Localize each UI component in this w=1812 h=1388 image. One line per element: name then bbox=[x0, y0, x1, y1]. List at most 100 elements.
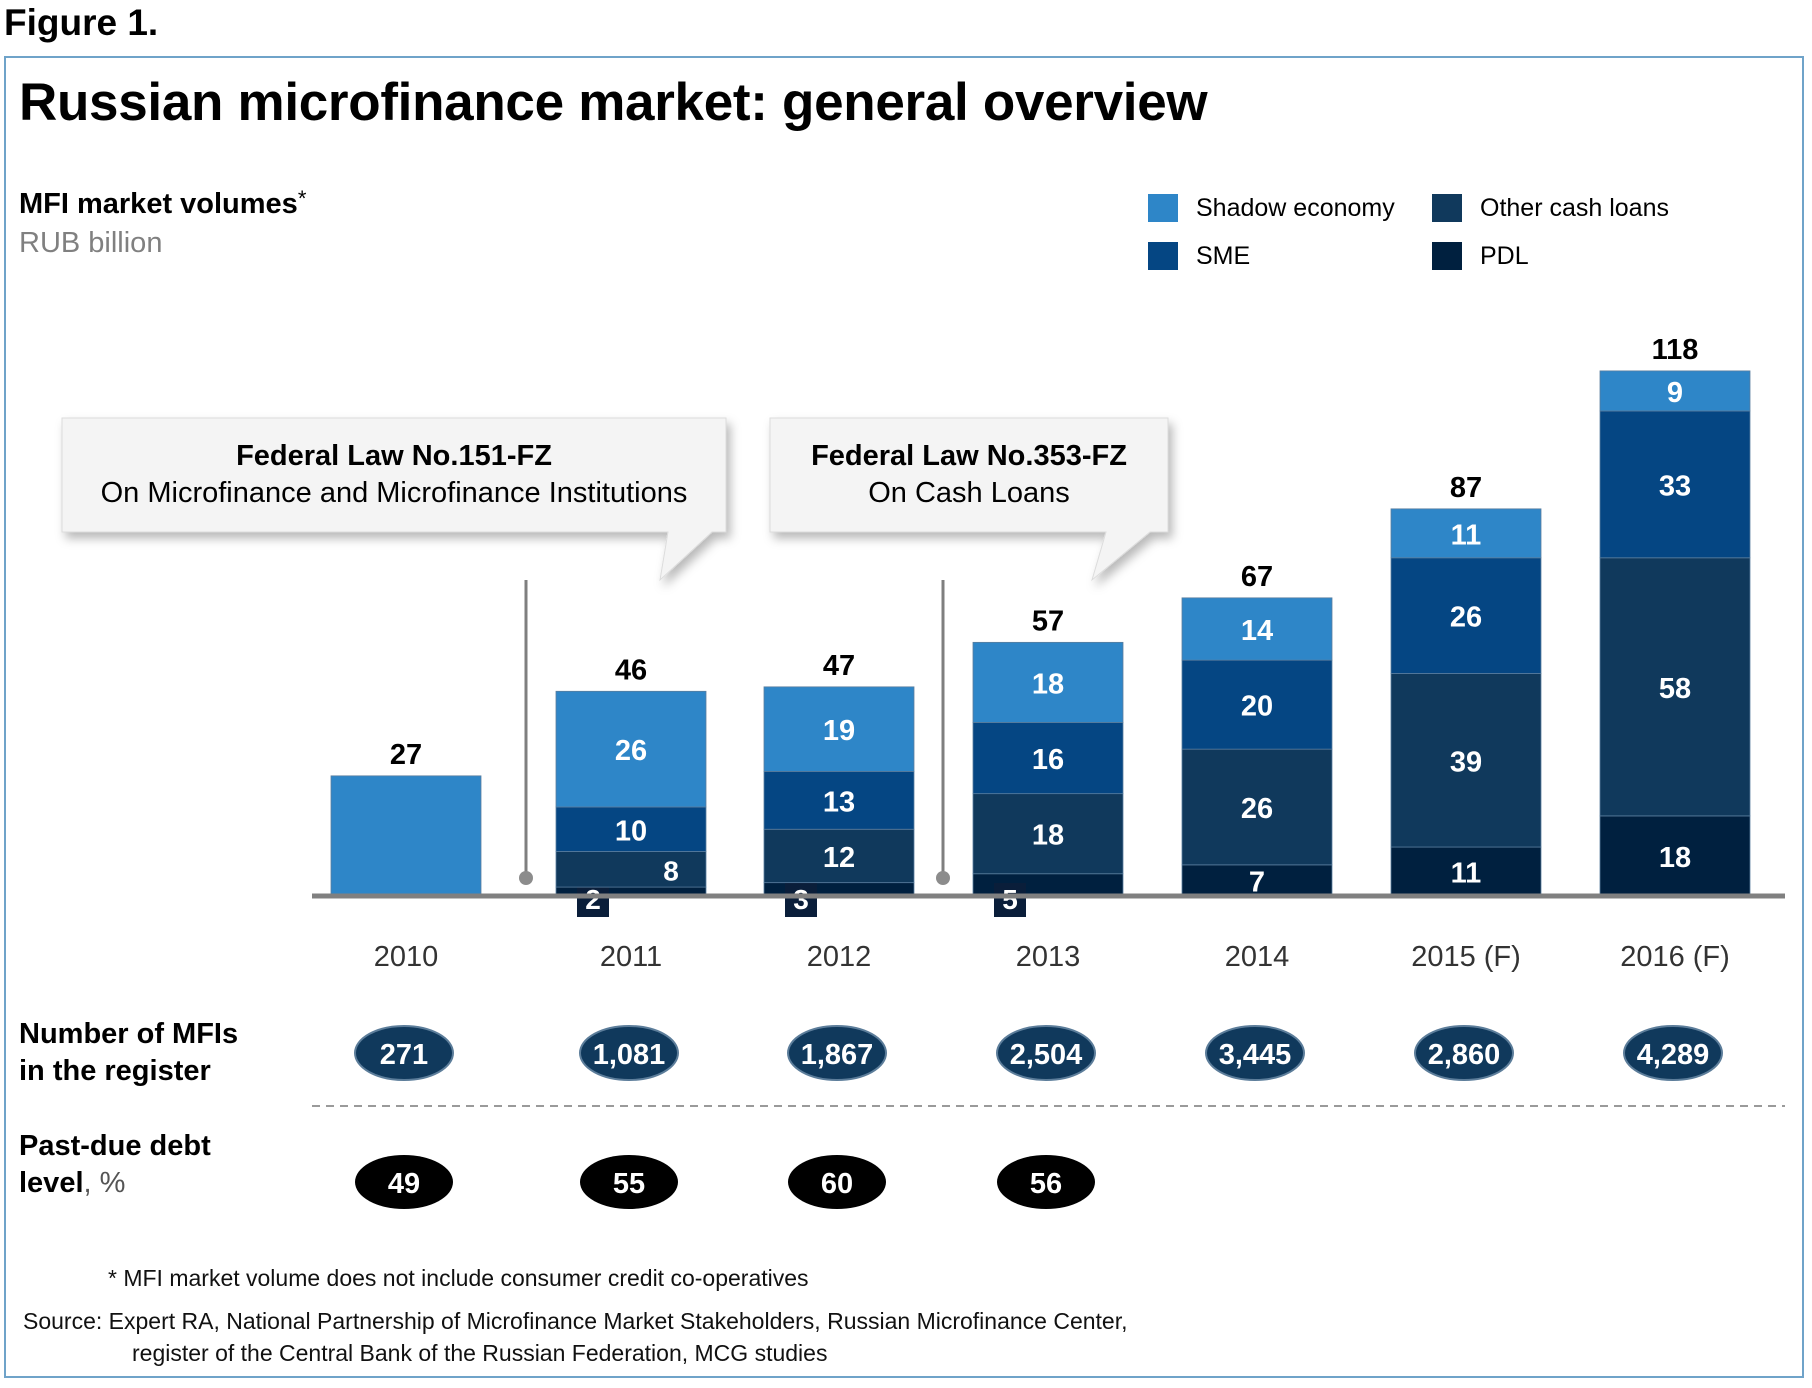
data-label: 58 bbox=[1659, 673, 1691, 705]
callout-law-description: On Microfinance and Microfinance Institu… bbox=[100, 477, 688, 509]
past-due-label-text: level bbox=[19, 1167, 84, 1199]
callout-law-title: Federal Law No.353-FZ bbox=[811, 440, 1127, 472]
category-label: 2015 (F) bbox=[1411, 941, 1521, 973]
total-label: 47 bbox=[823, 650, 855, 682]
mfi-count-value: 3,445 bbox=[1219, 1039, 1292, 1071]
bar-segment bbox=[555, 690, 707, 808]
bar-segment bbox=[1599, 557, 1751, 817]
legend-swatch bbox=[1148, 242, 1178, 270]
past-due-label-line1: Past-due debt bbox=[19, 1130, 211, 1162]
data-label: 14 bbox=[1241, 615, 1273, 647]
bar-segment bbox=[1599, 815, 1751, 897]
bar-segment bbox=[1390, 557, 1542, 674]
small-value-box bbox=[994, 883, 1026, 917]
subtitle-asterisk: * bbox=[297, 186, 307, 211]
bar-segment bbox=[330, 775, 482, 897]
past-due-label-unit: , % bbox=[83, 1167, 126, 1199]
callout-law-description: On Cash Loans bbox=[868, 477, 1070, 509]
legend-swatch bbox=[1432, 242, 1462, 270]
legend-item-shadow-economy: Shadow economy bbox=[1148, 192, 1395, 224]
bar-segment bbox=[763, 828, 915, 884]
data-label: 3 bbox=[793, 884, 809, 915]
data-label: 26 bbox=[1241, 793, 1273, 825]
total-label: 46 bbox=[615, 654, 647, 686]
mfi-count-value: 1,081 bbox=[593, 1039, 666, 1071]
bars-layer: 2720102810264620113121319472012518161857… bbox=[312, 334, 1785, 973]
legend-item-pdl: PDL bbox=[1432, 240, 1529, 272]
bar-segment bbox=[555, 806, 707, 852]
legend-label: PDL bbox=[1480, 241, 1529, 270]
mfi-count-ellipse bbox=[579, 1025, 679, 1081]
mfi-count-ellipse bbox=[1205, 1025, 1305, 1081]
past-due-ellipse bbox=[580, 1155, 678, 1209]
data-label: 5 bbox=[1002, 884, 1018, 915]
data-label: 8 bbox=[663, 855, 679, 886]
chart-subtitle: MFI market volumes* bbox=[19, 186, 307, 221]
past-due-ellipse bbox=[997, 1155, 1095, 1209]
mfi-count-value: 2,860 bbox=[1428, 1039, 1501, 1071]
legend-label: Other cash loans bbox=[1480, 193, 1669, 222]
bar-segment bbox=[972, 793, 1124, 875]
legend-label: SME bbox=[1196, 241, 1251, 270]
data-label: 33 bbox=[1659, 470, 1691, 502]
data-label: 2 bbox=[585, 884, 601, 915]
bar-segment bbox=[972, 641, 1124, 723]
data-label: 18 bbox=[1032, 820, 1064, 852]
total-label: 118 bbox=[1652, 334, 1699, 366]
mfi-count-ellipse bbox=[1414, 1025, 1514, 1081]
mfi-count-ellipse bbox=[787, 1025, 887, 1081]
legend-label: Shadow economy bbox=[1196, 193, 1395, 222]
past-due-value: 56 bbox=[1030, 1168, 1062, 1200]
bar-segment bbox=[763, 771, 915, 830]
legend-item-sme: SME bbox=[1148, 240, 1250, 272]
past-due-label-line2: level, % bbox=[19, 1165, 211, 1202]
category-label: 2013 bbox=[1016, 941, 1081, 973]
callout-layer bbox=[61, 417, 1169, 885]
source-line-1: Source: Expert RA, National Partnership … bbox=[23, 1308, 1128, 1334]
bar-segment bbox=[555, 851, 707, 888]
past-due-value: 60 bbox=[821, 1168, 853, 1200]
bar-segment bbox=[1181, 597, 1333, 661]
total-label: 67 bbox=[1241, 561, 1273, 593]
source-line-2: register of the Central Bank of the Russ… bbox=[132, 1340, 828, 1366]
callout-box-353 bbox=[769, 417, 1169, 582]
bar-segment bbox=[1181, 864, 1333, 897]
callout-pointer-dot bbox=[519, 871, 533, 885]
bar-segment bbox=[1390, 508, 1542, 559]
data-label: 11 bbox=[1451, 858, 1482, 890]
subtitle-text: MFI market volumes bbox=[19, 188, 298, 220]
bar-segment bbox=[1181, 748, 1333, 866]
mfi-count-row-label: Number of MFIs in the register bbox=[19, 1016, 238, 1090]
category-label: 2012 bbox=[807, 941, 872, 973]
mfi-count-value: 271 bbox=[380, 1039, 428, 1071]
small-value-box bbox=[577, 883, 609, 917]
total-label: 57 bbox=[1032, 605, 1064, 637]
small-value-box bbox=[785, 883, 817, 917]
past-due-value: 55 bbox=[613, 1168, 645, 1200]
bar-segment bbox=[1181, 659, 1333, 750]
data-label: 20 bbox=[1241, 691, 1273, 723]
callout-law-151: Federal Law No.151-FZ On Microfinance an… bbox=[62, 438, 726, 512]
callout-pointer-dot bbox=[936, 871, 950, 885]
figure-frame bbox=[4, 56, 1804, 1378]
data-label: 26 bbox=[615, 735, 647, 767]
total-label: 87 bbox=[1450, 472, 1482, 504]
bar-segment bbox=[763, 686, 915, 772]
past-due-value: 49 bbox=[388, 1168, 420, 1200]
bar-segment bbox=[972, 722, 1124, 795]
legend-item-other-cash-loans: Other cash loans bbox=[1432, 192, 1669, 224]
callout-law-title: Federal Law No.151-FZ bbox=[236, 440, 552, 472]
mfi-count-label-line2: in the register bbox=[19, 1055, 211, 1087]
data-label: 13 bbox=[823, 786, 855, 818]
mfi-count-ellipse bbox=[354, 1025, 454, 1081]
mfi-count-ellipse bbox=[996, 1025, 1096, 1081]
chart-title: Russian microfinance market: general ove… bbox=[19, 73, 1208, 132]
data-label: 26 bbox=[1450, 602, 1482, 634]
data-label: 19 bbox=[823, 715, 855, 747]
callout-law-353: Federal Law No.353-FZ On Cash Loans bbox=[770, 438, 1168, 512]
past-due-ellipse bbox=[788, 1155, 886, 1209]
data-label: 18 bbox=[1032, 668, 1064, 700]
category-label: 2016 (F) bbox=[1620, 941, 1730, 973]
total-label: 27 bbox=[390, 739, 422, 771]
mfi-count-ellipse bbox=[1623, 1025, 1723, 1081]
